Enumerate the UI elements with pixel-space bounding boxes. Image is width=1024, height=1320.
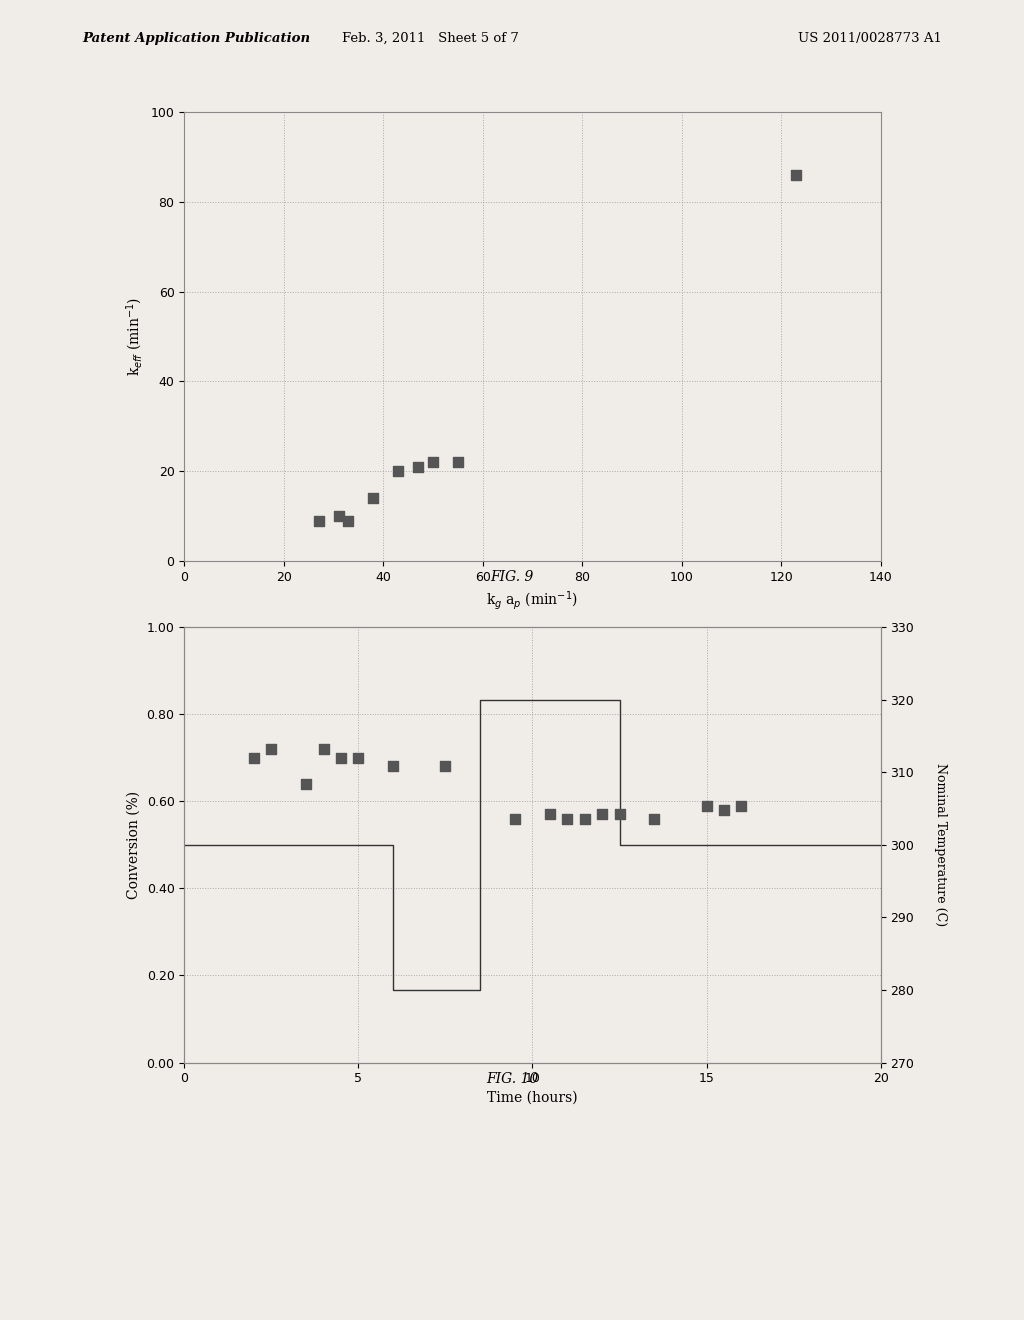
Point xyxy=(507,808,523,829)
Point xyxy=(350,747,367,768)
X-axis label: Time (hours): Time (hours) xyxy=(487,1090,578,1105)
Point xyxy=(594,804,610,825)
Point xyxy=(366,487,382,508)
Point xyxy=(246,747,262,768)
Point xyxy=(437,756,454,777)
Point xyxy=(559,808,575,829)
Y-axis label: k$_{eff}$ (min$^{-1}$): k$_{eff}$ (min$^{-1}$) xyxy=(125,297,145,376)
Point xyxy=(450,451,466,473)
Point xyxy=(716,800,732,821)
Point xyxy=(310,510,327,531)
Point xyxy=(331,506,347,527)
Point xyxy=(611,804,628,825)
Text: FIG. 9: FIG. 9 xyxy=(490,570,534,585)
X-axis label: k$_g$ a$_p$ (min$^{-1}$): k$_g$ a$_p$ (min$^{-1}$) xyxy=(486,589,579,612)
Point xyxy=(263,738,280,759)
Point xyxy=(577,808,593,829)
Text: US 2011/0028773 A1: US 2011/0028773 A1 xyxy=(798,32,942,45)
Point xyxy=(390,461,407,482)
Point xyxy=(698,795,715,816)
Y-axis label: Nominal Temperature (C): Nominal Temperature (C) xyxy=(934,763,946,927)
Point xyxy=(340,510,356,531)
Text: FIG. 10: FIG. 10 xyxy=(485,1072,539,1086)
Text: Feb. 3, 2011   Sheet 5 of 7: Feb. 3, 2011 Sheet 5 of 7 xyxy=(342,32,518,45)
Point xyxy=(787,165,804,186)
Text: Patent Application Publication: Patent Application Publication xyxy=(82,32,310,45)
Point xyxy=(425,451,441,473)
Point xyxy=(333,747,349,768)
Point xyxy=(298,774,314,795)
Point xyxy=(542,804,558,825)
Point xyxy=(410,457,426,478)
Point xyxy=(733,795,750,816)
Point xyxy=(646,808,663,829)
Y-axis label: Conversion (%): Conversion (%) xyxy=(127,791,141,899)
Point xyxy=(315,738,332,759)
Point xyxy=(385,756,401,777)
